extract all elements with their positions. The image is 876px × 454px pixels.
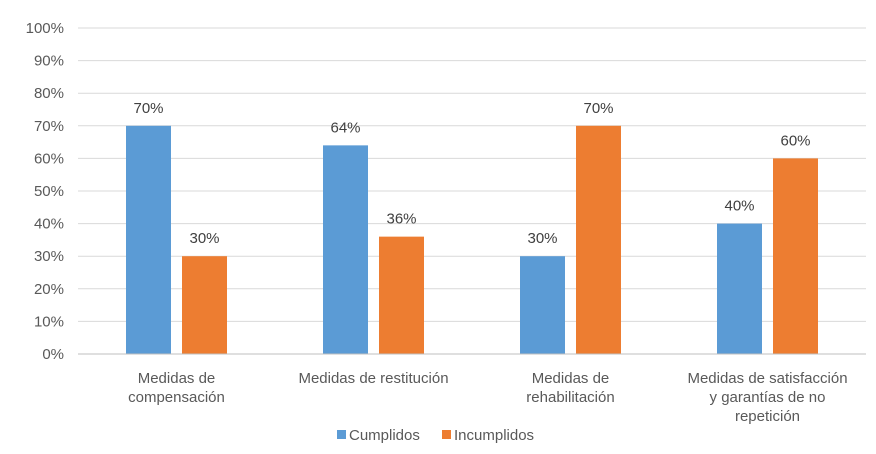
legend-swatch-incumplidos [442,430,451,439]
y-tick-label: 0% [42,346,64,363]
category-label-line: Medidas de restitución [298,370,448,387]
legend-swatch-cumplidos [337,430,346,439]
category-label-line: Medidas de [138,370,216,387]
y-tick-label: 40% [34,216,64,233]
bar-cumplidos [126,125,171,354]
bar-incumplidos [379,236,424,354]
category-label-line: Medidas de satisfacción [687,370,847,387]
y-tick-label: 90% [34,53,64,70]
category-label: Medidas de rehabilitación [526,370,614,406]
y-tick-label: 70% [34,118,64,135]
data-label-cumplidos: 64% [330,119,360,136]
bar-incumplidos [773,158,818,354]
y-tick-label: 20% [34,281,64,298]
category-label-line: compensación [128,389,225,406]
bar-cumplidos [323,145,368,354]
category-label-line: y garantías de no [710,389,826,406]
legend-label-cumplidos: Cumplidos [349,427,420,444]
y-tick-label: 50% [34,183,64,200]
y-tick-label: 60% [34,150,64,167]
bars [126,125,818,354]
y-tick-label: 100% [26,20,64,37]
data-label-cumplidos: 40% [724,198,754,215]
category-label: Medidas de satisfacción y garantías de no… [687,370,847,425]
data-label-incumplidos: 70% [583,100,613,117]
bar-incumplidos [182,256,227,354]
category-labels: Medidas de compensación Medidas de restitu… [128,370,847,425]
category-label: Medidas de compensación [128,370,225,406]
y-tick-label: 10% [34,313,64,330]
data-label-incumplidos: 36% [386,211,416,228]
data-label-cumplidos: 30% [527,230,557,247]
category-label-line: repetición [735,408,800,425]
data-labels: 70% 30% 64% 36% 30% 70% 40% 60% [133,100,810,247]
legend-label-incumplidos: Incumplidos [454,427,534,444]
data-label-incumplidos: 60% [780,132,810,149]
bar-incumplidos [576,125,621,354]
data-label-cumplidos: 70% [133,100,163,117]
legend: Cumplidos Incumplidos [337,427,534,444]
bar-cumplidos [520,256,565,354]
category-label-line: Medidas de [532,370,610,387]
y-axis-tick-labels: 0% 10% 20% 30% 40% 50% 60% 70% 80% 90% 100% [26,20,64,363]
category-label-line: rehabilitación [526,389,614,406]
bar-cumplidos [717,223,762,354]
y-tick-label: 80% [34,85,64,102]
category-label: Medidas de restitución [298,370,448,387]
y-tick-label: 30% [34,248,64,265]
data-label-incumplidos: 30% [189,230,219,247]
